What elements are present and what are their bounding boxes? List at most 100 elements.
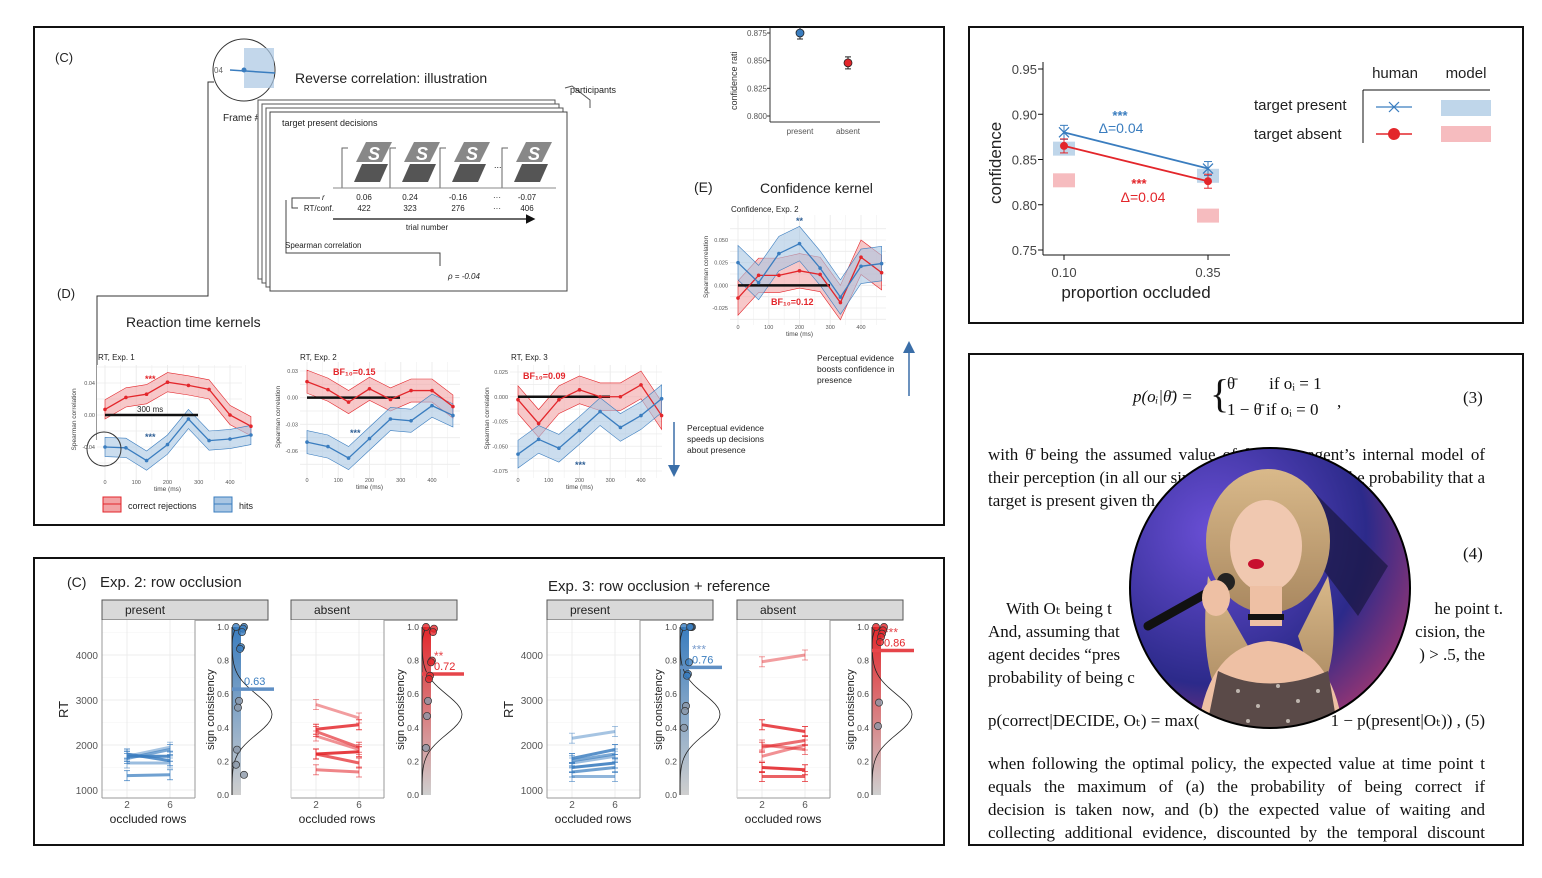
sc-tick-label: 1.0 [665,622,677,632]
participant-point [232,760,240,769]
rt-tick-label: 2000 [76,741,99,752]
rt-participant-line [571,752,616,763]
participant-point [240,770,248,779]
y-tick-label: 0.050 [714,238,728,244]
rt-participant-line [761,743,806,758]
legend-model-present [1441,100,1491,116]
y-axis-label: confidence [986,122,1005,204]
data-point [859,264,863,269]
x-tick-label: 300 [826,325,835,331]
data-point [305,440,309,444]
participant-point [423,712,431,720]
x-tick-label: 100 [544,478,553,484]
lens-tick-label: 04 [214,66,223,75]
data-point [818,272,822,277]
y-tick-label: 0.00 [84,413,95,419]
participants-label: participants [570,85,617,95]
paper-text-line: decision is taken now, and (b) the expec… [988,800,1485,820]
eq4-number: (4) [1463,544,1483,563]
series-line-hits [517,398,663,455]
eq3-case1: θ̄ if oᵢ = 1 [1227,374,1322,393]
legend-header-model: model [1446,65,1487,82]
r-value: -0.16 [449,193,468,202]
paper-text-right: cision, the [1415,622,1485,641]
r-value: 0.24 [402,193,418,202]
sc-tick-label: 0.4 [857,723,869,733]
density-curve [679,626,721,796]
rt-participant-line [315,752,360,765]
data-point [326,387,330,392]
stimulus-letter: S [528,144,540,164]
data-point [756,280,761,285]
decisions-title: target present decisions [282,118,378,128]
participant-point [876,638,884,647]
sc-tick-label: 0.0 [665,790,677,800]
x-tick-label: 2 [569,800,575,811]
rt-participant-line [761,723,806,733]
data-point [451,413,455,418]
x-tick-label: 200 [365,478,374,484]
legend-label-hits: hits [239,501,254,511]
rt-tick-label: 4000 [521,651,544,662]
paper-text-left: target is present given th [988,491,1155,510]
y-axis-label: Spearman correlation [71,388,78,451]
mean-label: 0.72 [434,661,455,673]
panel-kernels [33,26,945,526]
kernel-annotation: *** [145,432,156,442]
panel-label: (C) [67,574,86,590]
data-point [818,266,822,270]
sc-tick-label: 0.8 [857,656,869,666]
delta-present: Δ=0.04 [1099,120,1144,136]
mean-label: 0.63 [244,676,265,688]
x-tick-label: present [787,127,814,136]
significance-stars: *** [692,642,706,656]
y-tick-label: 0.04 [84,381,95,387]
sc-tick-label: 0.0 [857,790,869,800]
data-point [103,445,107,449]
model-box [1197,208,1219,223]
panel-label-c: (C) [55,50,73,65]
y-tick-label: -0.04 [82,445,95,451]
rt-participant-line [761,743,806,751]
data-point [618,425,623,430]
participant-point [236,644,244,653]
data-point [144,392,149,397]
y-tick-label: 0.850 [747,57,768,66]
paper-text-left: decision is taken now, and (b) the expec… [988,800,1485,819]
rt-participant-line [571,748,616,760]
paper-text-line: With Oₜ being t he point t. [988,599,1503,619]
mean-point [795,28,805,38]
data-point [777,251,781,256]
data-point [346,456,351,460]
delta-absent: Δ=0.04 [1121,189,1166,205]
rt-tick-label: 4000 [76,651,99,662]
rt-participant-line [761,653,806,664]
x-axis-label: proportion occluded [1061,283,1210,302]
paper-text-left: collecting additional evidence, discount… [988,823,1485,842]
legend-model-absent [1441,126,1491,142]
participant-point [685,658,693,667]
data-point [838,295,843,299]
x-tick-label: absent [836,127,861,136]
data-point [165,380,170,385]
x-tick-label: 2 [124,800,130,811]
y-tick-label: -0.050 [492,444,508,450]
data-point [367,386,372,391]
paper-text-right: ) > .5, the [1419,645,1485,664]
sc-axis-label: sign consistency [845,669,857,750]
x-tick-label: 2 [759,800,765,811]
rt-participant-line [315,768,360,774]
participant-point [680,723,688,732]
y-tick-label: -0.03 [285,422,298,428]
stimulus-letter: S [466,144,478,164]
confidence-kernel-title: Confidence kernel [760,180,873,196]
exp2-title: Exp. 2: row occlusion [100,574,242,591]
sc-tick-label: 0.4 [407,723,419,733]
stimulus-bracket [389,147,396,188]
participant-point [233,745,241,754]
x-axis-label: occluded rows [110,812,187,826]
significance-stars: *** [884,626,898,640]
data-point [659,396,664,401]
x-tick-label: 2 [313,800,319,811]
series-line-hits [104,418,252,462]
